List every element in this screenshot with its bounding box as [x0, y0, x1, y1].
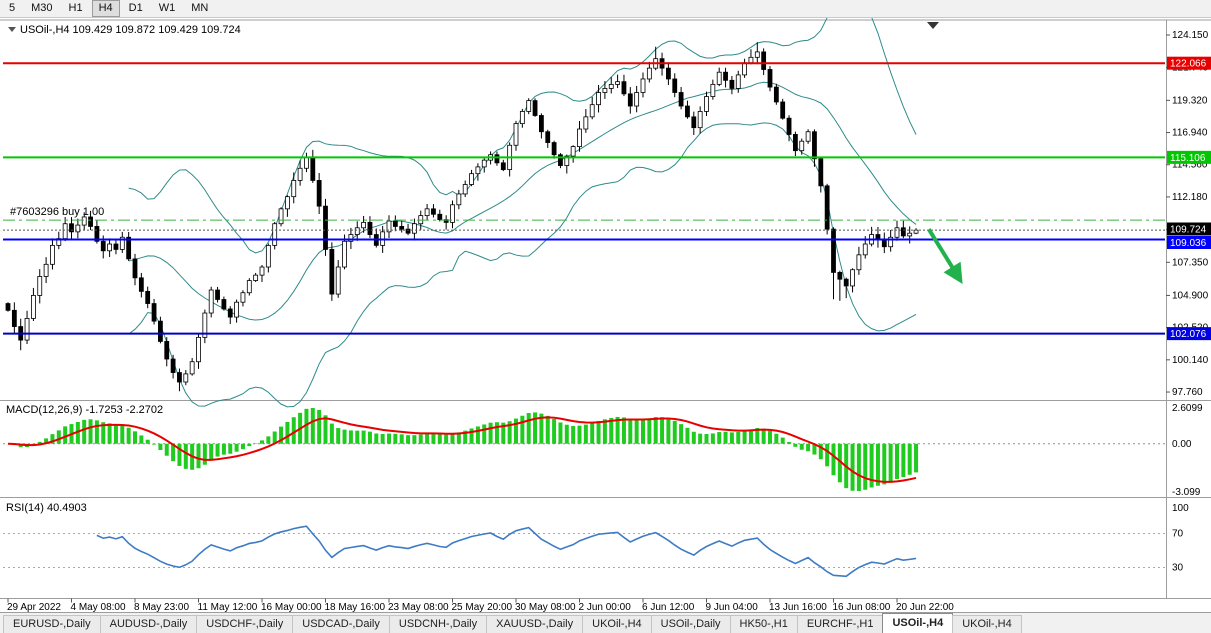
svg-text:23 May 08:00: 23 May 08:00 — [388, 602, 449, 612]
svg-text:16 May 00:00: 16 May 00:00 — [261, 602, 322, 612]
svg-text:116.940: 116.940 — [1172, 128, 1208, 139]
svg-text:114.560: 114.560 — [1172, 160, 1208, 171]
svg-text:16 Jun 08:00: 16 Jun 08:00 — [833, 602, 891, 612]
panel-frames — [0, 19, 1211, 599]
macd-label: MACD(12,26,9) -1.7253 -2.2702 — [6, 404, 163, 416]
chart-tab-UKOil-H4[interactable]: UKOil-,H4 — [952, 615, 1022, 633]
svg-text:18 May 16:00: 18 May 16:00 — [325, 602, 386, 612]
collapse-triangle-icon — [8, 27, 16, 32]
svg-text:112.180: 112.180 — [1172, 192, 1208, 203]
svg-text:2 Jun 00:00: 2 Jun 00:00 — [579, 602, 632, 612]
svg-text:124.150: 124.150 — [1172, 30, 1209, 41]
chart-tab-USOil-Daily[interactable]: USOil-,Daily — [650, 615, 731, 633]
chart-tab-HK50-H1[interactable]: HK50-,H1 — [729, 615, 798, 633]
chart-tab-UKOil-H4[interactable]: UKOil-,H4 — [582, 615, 652, 633]
rsi-label: RSI(14) 40.4903 — [6, 502, 87, 514]
candlesticks — [5, 42, 919, 392]
chart-symbol-title: USOil-,H4 109.429 109.872 109.429 109.72… — [20, 24, 241, 36]
svg-text:104.900: 104.900 — [1172, 290, 1209, 301]
svg-text:8 May 23:00: 8 May 23:00 — [134, 602, 189, 612]
chart-area[interactable]: #7603296 buy 1.00124.150121.740119.32011… — [0, 18, 1211, 612]
svg-text:100: 100 — [1172, 503, 1189, 514]
svg-text:70: 70 — [1172, 529, 1184, 540]
timeframe-button-H1[interactable]: H1 — [68, 2, 83, 14]
svg-text:109.724: 109.724 — [1170, 225, 1207, 236]
timeframe-button-5[interactable]: 5 — [9, 2, 16, 14]
rsi-panel: RSI(14) 40.4903 100 70 30 — [3, 502, 1189, 578]
price-axis: 124.150121.740119.320116.940114.560112.1… — [1166, 30, 1211, 398]
svg-text:25 May 20:00: 25 May 20:00 — [452, 602, 513, 612]
svg-text:30 May 08:00: 30 May 08:00 — [515, 602, 576, 612]
chart-header: USOil-,H4 109.429 109.872 109.429 109.72… — [8, 24, 241, 36]
svg-text:2.6099: 2.6099 — [1172, 403, 1203, 414]
svg-text:107.350: 107.350 — [1172, 257, 1209, 268]
chart-tab-AUDUSD-Daily[interactable]: AUDUSD-,Daily — [99, 615, 198, 633]
svg-text:4 May 08:00: 4 May 08:00 — [71, 602, 126, 612]
svg-text:11 May 12:00: 11 May 12:00 — [198, 602, 258, 612]
trade-position-label: #7603296 buy 1.00 — [10, 206, 104, 218]
timeframe-button-MN[interactable]: MN — [191, 2, 209, 14]
svg-text:9 Jun 04:00: 9 Jun 04:00 — [706, 602, 759, 612]
svg-text:-3.099: -3.099 — [1172, 487, 1201, 498]
svg-text:6 Jun 12:00: 6 Jun 12:00 — [642, 602, 695, 612]
time-axis: 29 Apr 2022 4 May 08:00 8 May 23:00 11 May … — [7, 598, 954, 612]
timeframe-button-M30[interactable]: M30 — [31, 2, 53, 14]
svg-text:102.076: 102.076 — [1170, 329, 1207, 340]
timeframe-button-H4[interactable]: H4 — [91, 0, 120, 17]
svg-text:119.320: 119.320 — [1172, 95, 1208, 106]
svg-text:20 Jun 22:00: 20 Jun 22:00 — [896, 602, 954, 612]
chart-tab-bar: EURUSD-,Daily AUDUSD-,Daily USDCHF-,Daily U… — [0, 612, 1211, 633]
chart-shift-marker-icon — [927, 22, 939, 29]
horizontal-lines: #7603296 buy 1.00 — [3, 62, 1165, 335]
down-arrow-object — [927, 228, 963, 284]
chart-tab-XAUUSD-Daily[interactable]: XAUUSD-,Daily — [486, 615, 584, 633]
svg-text:122.066: 122.066 — [1170, 59, 1207, 70]
timeframe-button-D1[interactable]: D1 — [128, 2, 143, 14]
chart-tab-USOil-H4[interactable]: USOil-,H4 — [882, 613, 954, 633]
chart-tab-USDCNH-Daily[interactable]: USDCNH-,Daily — [388, 615, 488, 633]
svg-text:30: 30 — [1172, 563, 1184, 574]
macd-panel: MACD(12,26,9) -1.7253 -2.2702 2.6099 0.00 -… — [3, 403, 1203, 498]
svg-text:115.106: 115.106 — [1170, 153, 1206, 164]
chart-tab-EURCHF-H1[interactable]: EURCHF-,H1 — [796, 615, 884, 633]
svg-text:109.036: 109.036 — [1170, 238, 1207, 249]
svg-text:97.760: 97.760 — [1172, 387, 1203, 398]
svg-text:0.00: 0.00 — [1172, 439, 1192, 450]
chart-tab-USDCHF-Daily[interactable]: USDCHF-,Daily — [196, 615, 294, 633]
svg-text:13 Jun 16:00: 13 Jun 16:00 — [769, 602, 827, 612]
svg-text:29 Apr 2022: 29 Apr 2022 — [7, 602, 61, 612]
timeframe-toolbar: 5 M30 H1 H4 D1 W1 MN — [0, 0, 1211, 18]
chart-tab-EURUSD-Daily[interactable]: EURUSD-,Daily — [3, 615, 101, 633]
timeframe-button-W1[interactable]: W1 — [158, 2, 176, 14]
svg-text:100.140: 100.140 — [1172, 355, 1209, 366]
chart-tab-USDCAD-Daily[interactable]: USDCAD-,Daily — [292, 615, 390, 633]
